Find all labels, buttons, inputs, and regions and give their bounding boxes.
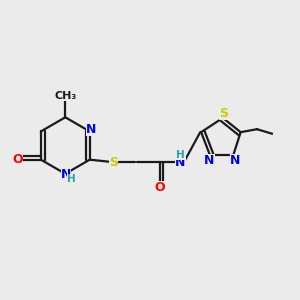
Text: S: S	[219, 106, 228, 120]
Text: N: N	[230, 154, 240, 167]
Text: N: N	[86, 123, 96, 136]
Text: O: O	[12, 153, 23, 166]
Text: O: O	[154, 181, 165, 194]
Text: N: N	[61, 168, 71, 181]
Text: H: H	[67, 174, 76, 184]
Text: H: H	[176, 151, 185, 160]
Text: N: N	[204, 154, 214, 167]
Text: S: S	[109, 155, 118, 169]
Text: CH₃: CH₃	[54, 91, 76, 100]
Text: N: N	[175, 155, 186, 169]
